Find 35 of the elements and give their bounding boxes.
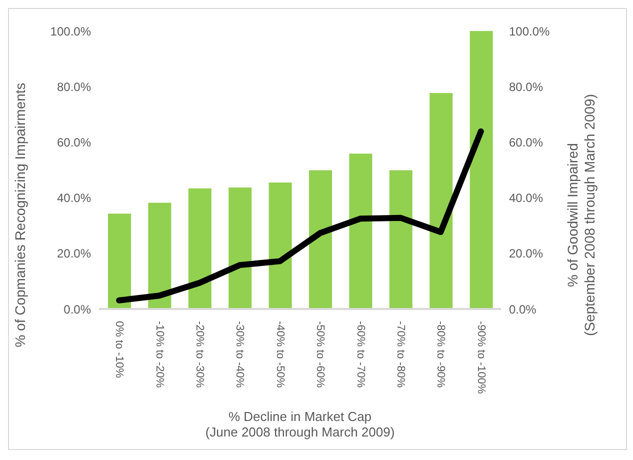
bar — [389, 170, 412, 309]
y-axis-title: % of Copmanies Recognizing Impairments — [12, 82, 28, 348]
x-tick-label: -10% to -20% — [153, 321, 166, 388]
bar — [309, 170, 332, 309]
x-tick-label: 0% to -10% — [113, 321, 126, 378]
x-tick-label: -20% to -30% — [194, 321, 206, 388]
y2-tick-label: 0.0% — [509, 302, 537, 316]
y2-axis-title: % of Goodwill Impaired (September 2008 through March 2009) — [564, 94, 598, 336]
x-tick-label: -70% to -80% — [394, 321, 406, 388]
bar — [349, 154, 372, 309]
y-tick-label: 60.0% — [56, 135, 92, 150]
x-tick-label: -50% to -60% — [314, 321, 326, 388]
y2-tick-label: 20.0% — [509, 246, 544, 261]
bar — [148, 202, 172, 309]
y-tick-label: 20.0% — [56, 246, 92, 261]
bar — [430, 92, 453, 309]
y2-tick-label: 80.0% — [509, 80, 544, 94]
x-axis-title: % Decline in Market Cap (June 2008 through March 2009) — [205, 409, 395, 440]
x-tick-label: -30% to -40% — [234, 321, 246, 388]
bar — [228, 188, 252, 309]
x-tick-label: -60% to -70% — [354, 321, 366, 388]
bar — [268, 182, 292, 309]
y2-tick-label: 40.0% — [509, 191, 544, 206]
y-tick-label: 40.0% — [56, 191, 92, 206]
bar — [108, 214, 131, 309]
y2-tick-label: 60.0% — [509, 135, 544, 150]
y-tick-label: 0.0% — [64, 302, 92, 316]
x-tick-label: -40% to -50% — [274, 321, 286, 388]
bar — [470, 31, 493, 309]
bar — [188, 188, 212, 309]
x-tick-label: -90% to -100% — [474, 321, 487, 394]
y-tick-label: 100.0% — [50, 24, 92, 38]
y2-tick-label: 100.0% — [509, 24, 550, 38]
y-tick-label: 80.0% — [56, 80, 92, 94]
x-tick-label: -80% to -90% — [434, 321, 447, 388]
